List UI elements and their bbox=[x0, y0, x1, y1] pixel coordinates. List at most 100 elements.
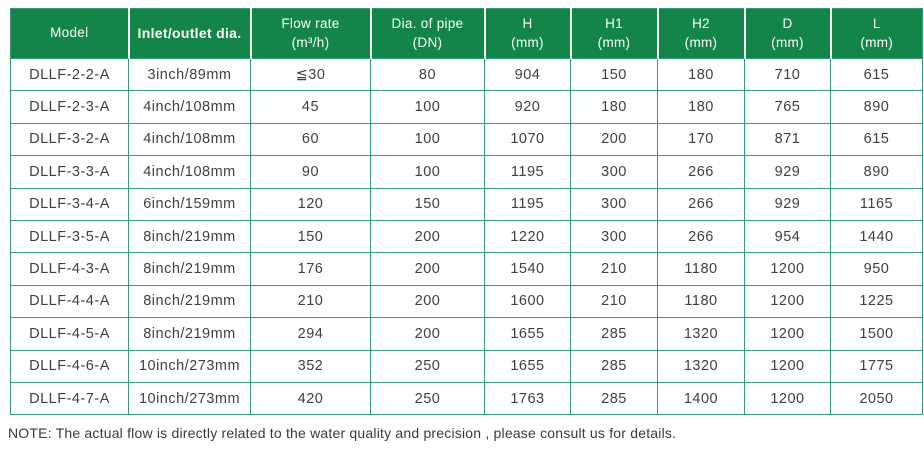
table-cell-l: 1500 bbox=[830, 317, 923, 351]
table-cell-l: 2050 bbox=[830, 381, 923, 416]
column-header-unit: (mm) bbox=[860, 34, 894, 50]
table-cell-d: 1200 bbox=[744, 252, 831, 286]
column-header-h2: H2 (mm) bbox=[656, 8, 745, 59]
table-cell-dia-of-pipe: 100 bbox=[370, 90, 485, 124]
table-cell-h2: 266 bbox=[657, 187, 745, 221]
table-cell-h1: 285 bbox=[570, 381, 658, 416]
table-cell-h1: 210 bbox=[570, 252, 658, 286]
table-body: DLLF-2-2-A 3inch/89mm ≦30 80 904 150 180 710 615… bbox=[10, 57, 923, 416]
table-cell-dia-of-pipe: 100 bbox=[370, 122, 485, 157]
table-cell-model: DLLF-4-3-A bbox=[10, 252, 129, 286]
table-cell-inlet-outlet-dia: 4inch/108mm bbox=[128, 155, 251, 189]
column-header-unit: (mm) bbox=[684, 34, 718, 50]
column-header-flow-rate: Flow rate (m³/h) bbox=[249, 8, 371, 59]
table-cell-inlet-outlet-dia: 8inch/219mm bbox=[128, 219, 251, 254]
table-cell-inlet-outlet-dia: 3inch/89mm bbox=[128, 57, 251, 92]
table-cell-d: 954 bbox=[744, 219, 831, 254]
column-header-inlet-outlet-dia: Inlet/outlet dia. bbox=[127, 8, 251, 59]
column-header-h: H (mm) bbox=[483, 8, 571, 59]
table-cell-l: 890 bbox=[830, 155, 923, 189]
table-cell-flow-rate: 90 bbox=[250, 155, 371, 189]
table-cell-dia-of-pipe: 100 bbox=[370, 155, 485, 189]
table-cell-dia-of-pipe: 150 bbox=[370, 187, 485, 221]
column-header-model: Model bbox=[10, 8, 129, 59]
table-cell-inlet-outlet-dia: 8inch/219mm bbox=[128, 284, 251, 319]
table-cell-flow-rate: ≦30 bbox=[250, 57, 371, 92]
table-cell-d: 765 bbox=[744, 90, 831, 124]
table-cell-dia-of-pipe: 200 bbox=[370, 219, 485, 254]
table-cell-h: 1763 bbox=[484, 381, 571, 416]
table-cell-flow-rate: 420 bbox=[250, 381, 371, 416]
table-cell-l: 615 bbox=[830, 122, 923, 157]
table-cell-h1: 285 bbox=[570, 349, 658, 383]
table-cell-h1: 180 bbox=[570, 90, 658, 124]
header-row: Model Inlet/outlet dia. Flow rate (m³/h) Dia… bbox=[10, 8, 923, 59]
table-cell-h1: 150 bbox=[570, 57, 658, 92]
table-cell-model: DLLF-3-2-A bbox=[10, 122, 129, 157]
column-header-unit: (mm) bbox=[511, 34, 544, 50]
table-cell-l: 890 bbox=[830, 90, 923, 124]
column-header-label: Flow rate bbox=[281, 15, 340, 31]
table-cell-h1: 300 bbox=[570, 187, 658, 221]
table-cell-dia-of-pipe: 250 bbox=[370, 349, 485, 383]
table-cell-l: 1440 bbox=[830, 219, 923, 254]
table-row: DLLF-3-4-A 6inch/159mm 120 150 1195 300 266 929… bbox=[10, 187, 923, 221]
table-cell-flow-rate: 60 bbox=[250, 122, 371, 157]
table-cell-dia-of-pipe: 200 bbox=[370, 317, 485, 351]
table-row: DLLF-4-7-A 10inch/273mm 420 250 1763 285 1400 1… bbox=[10, 381, 923, 416]
column-header-label: H1 bbox=[605, 15, 623, 31]
table-cell-model: DLLF-3-5-A bbox=[10, 219, 129, 254]
table-cell-model: DLLF-2-3-A bbox=[10, 90, 129, 124]
table-cell-d: 929 bbox=[744, 155, 831, 189]
table-cell-h: 904 bbox=[484, 57, 571, 92]
table-cell-inlet-outlet-dia: 8inch/219mm bbox=[128, 317, 251, 351]
table-cell-inlet-outlet-dia: 4inch/108mm bbox=[128, 122, 251, 157]
table-cell-h: 1220 bbox=[484, 219, 571, 254]
table-cell-h1: 210 bbox=[570, 284, 658, 319]
table-cell-l: 1165 bbox=[830, 187, 923, 221]
table-cell-l: 615 bbox=[830, 57, 923, 92]
table-cell-h1: 300 bbox=[570, 219, 658, 254]
column-header-unit: (mm) bbox=[771, 34, 804, 50]
column-header-label: L bbox=[872, 15, 881, 31]
table-cell-model: DLLF-2-2-A bbox=[10, 57, 129, 92]
table-cell-flow-rate: 210 bbox=[250, 284, 371, 319]
table-cell-h2: 180 bbox=[657, 57, 745, 92]
table-row: DLLF-4-3-A 8inch/219mm 176 200 1540 210 1180 12… bbox=[10, 252, 923, 286]
table-cell-dia-of-pipe: 200 bbox=[370, 252, 485, 286]
table-cell-model: DLLF-4-5-A bbox=[10, 317, 129, 351]
column-header-d: D (mm) bbox=[743, 8, 831, 59]
table-cell-inlet-outlet-dia: 4inch/108mm bbox=[128, 90, 251, 124]
table-cell-model: DLLF-4-6-A bbox=[10, 349, 129, 383]
table-row: DLLF-2-3-A 4inch/108mm 45 100 920 180 180 765 89… bbox=[10, 90, 923, 124]
column-header-dia-of-pipe: Dia. of pipe (DN) bbox=[369, 8, 485, 59]
table-cell-dia-of-pipe: 250 bbox=[370, 381, 485, 416]
table-cell-inlet-outlet-dia: 8inch/219mm bbox=[128, 252, 251, 286]
table-cell-h: 1540 bbox=[484, 252, 571, 286]
table-header: Model Inlet/outlet dia. Flow rate (m³/h) Dia… bbox=[10, 8, 923, 59]
table-cell-d: 1200 bbox=[744, 381, 831, 416]
column-header-unit: (m³/h) bbox=[291, 34, 330, 50]
column-header-unit: (DN) bbox=[412, 34, 443, 50]
table-row: DLLF-4-4-A 8inch/219mm 210 200 1600 210 1180 12… bbox=[10, 284, 923, 319]
column-header-h1: H1 (mm) bbox=[569, 8, 658, 59]
table-cell-h: 1195 bbox=[484, 187, 571, 221]
table-cell-dia-of-pipe: 200 bbox=[370, 284, 485, 319]
table-cell-d: 871 bbox=[744, 122, 831, 157]
table-cell-h1: 300 bbox=[570, 155, 658, 189]
column-header-unit: (mm) bbox=[597, 34, 631, 50]
table-cell-h2: 1180 bbox=[657, 252, 745, 286]
table-cell-model: DLLF-3-4-A bbox=[10, 187, 129, 221]
table-row: DLLF-3-3-A 4inch/108mm 90 100 1195 300 266 929 8… bbox=[10, 155, 923, 189]
column-header-l: L (mm) bbox=[829, 8, 923, 59]
table-cell-flow-rate: 150 bbox=[250, 219, 371, 254]
table-row: DLLF-2-2-A 3inch/89mm ≦30 80 904 150 180 710 615 bbox=[10, 57, 923, 92]
table-row: DLLF-4-6-A 10inch/273mm 352 250 1655 285 1320 1… bbox=[10, 349, 923, 383]
table-cell-inlet-outlet-dia: 10inch/273mm bbox=[128, 349, 251, 383]
table-cell-d: 1200 bbox=[744, 284, 831, 319]
table-cell-flow-rate: 294 bbox=[250, 317, 371, 351]
table-cell-d: 929 bbox=[744, 187, 831, 221]
table-cell-h: 1600 bbox=[484, 284, 571, 319]
table-cell-flow-rate: 120 bbox=[250, 187, 371, 221]
column-header-label: H bbox=[522, 15, 533, 31]
